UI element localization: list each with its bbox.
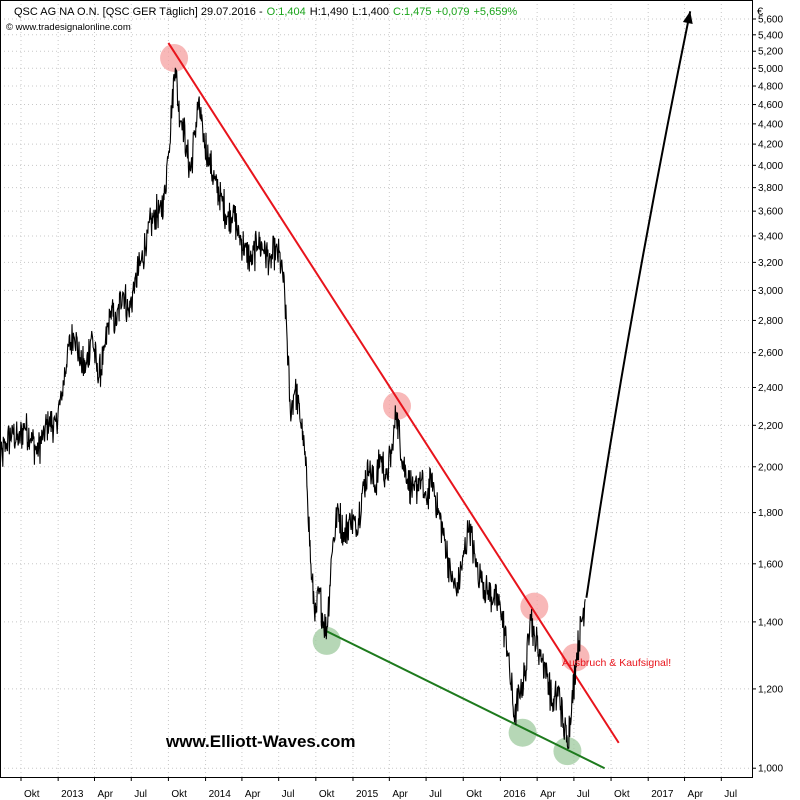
projection-arrow-line <box>585 11 692 598</box>
tick-label-x: Jul <box>724 789 737 800</box>
tick-label-x: Okt <box>614 789 630 800</box>
grid <box>0 0 752 777</box>
tick-label-y: 4,400 <box>758 119 783 130</box>
tick-label-y: 3,600 <box>758 207 783 218</box>
tick-label-y: 1,000 <box>758 764 783 775</box>
tick-label-y: 4,000 <box>758 161 783 172</box>
tick-label-y: 2,600 <box>758 348 783 359</box>
tick-label-x: Okt <box>319 789 335 800</box>
tick-label-y: 1,400 <box>758 617 783 628</box>
y-axis: 1,000 1,200 1,400 1,600 1,800 2,000 2,200 2,400… <box>752 14 783 775</box>
tick-label-x: Apr <box>540 789 556 800</box>
tick-label-y: 1,600 <box>758 559 783 570</box>
tick-label-y: 3,400 <box>758 232 783 243</box>
tick-label-x: 2014 <box>209 789 232 800</box>
tick-label-y: 2,000 <box>758 462 783 473</box>
tick-label-x: Jul <box>429 789 442 800</box>
tick-label-x: Apr <box>392 789 408 800</box>
tick-label-y: 3,200 <box>758 258 783 269</box>
pivot-low-marker <box>553 737 582 766</box>
header-close: C:1,475 <box>393 6 432 18</box>
trend-lines <box>167 42 620 770</box>
tick-label-y: 3,000 <box>758 286 783 297</box>
tick-label-x: 2016 <box>503 789 526 800</box>
tick-label-y: 5,000 <box>758 64 783 75</box>
tick-label-y: 4,600 <box>758 100 783 111</box>
tick-label-y: 2,200 <box>758 421 783 432</box>
tick-label-x: 2015 <box>356 789 379 800</box>
header-change: +0,079 <box>436 6 470 18</box>
tick-label-x: Jul <box>282 789 295 800</box>
breakout-annotation: Ausbruch & Kaufsignal! <box>562 657 671 669</box>
tick-label-x: Jul <box>577 789 590 800</box>
source-text: © www.tradesignalonline.com <box>6 22 131 33</box>
tick-label-x: 2017 <box>651 789 674 800</box>
tick-label-x: Okt <box>466 789 482 800</box>
support-trendline <box>326 630 606 770</box>
plot-frame <box>0 0 753 778</box>
header-title: QSC AG NA O.N. [QSC GER Täglich] 29.07.2… <box>14 6 263 18</box>
header-low: L:1,400 <box>352 6 389 18</box>
tick-label-y: 5,200 <box>758 47 783 58</box>
tick-label-y: 2,800 <box>758 316 783 327</box>
tick-label-x: Okt <box>171 789 187 800</box>
currency-label: € <box>757 6 763 18</box>
resistance-trendline <box>167 42 620 744</box>
tick-label-x: Apr <box>245 789 261 800</box>
header-open: O:1,404 <box>267 6 306 18</box>
tick-label-y: 4,800 <box>758 82 783 93</box>
x-axis: Okt 2013 Apr Jul Okt 2014 Apr Jul Okt 2015 Apr Jul O… <box>20 777 737 800</box>
pivot-low-marker <box>508 718 537 747</box>
tick-label-x: Apr <box>98 789 114 800</box>
projection-arrow-head <box>682 11 693 25</box>
header-change-percent: +5,659% <box>473 6 517 18</box>
price-series <box>0 67 586 750</box>
tick-label-y: 5,600 <box>758 14 783 25</box>
projection <box>585 11 693 598</box>
tick-label-y: 2,400 <box>758 383 783 394</box>
pivot-high-marker <box>383 391 412 420</box>
pivot-high-marker <box>160 43 189 72</box>
brand-watermark: www.Elliott-Waves.com <box>165 732 356 751</box>
price-line <box>0 67 586 750</box>
tick-label-x: Jul <box>134 789 147 800</box>
tick-label-y: 1,800 <box>758 508 783 519</box>
tick-label-y: 3,800 <box>758 183 783 194</box>
tick-label-x: 2013 <box>61 789 84 800</box>
header-high: H:1,490 <box>310 6 349 18</box>
tick-label-y: 4,200 <box>758 140 783 151</box>
tick-label-x: Okt <box>24 789 40 800</box>
tick-label-y: 1,200 <box>758 684 783 695</box>
tick-label-y: 5,400 <box>758 30 783 41</box>
tick-label-x: Apr <box>688 789 704 800</box>
